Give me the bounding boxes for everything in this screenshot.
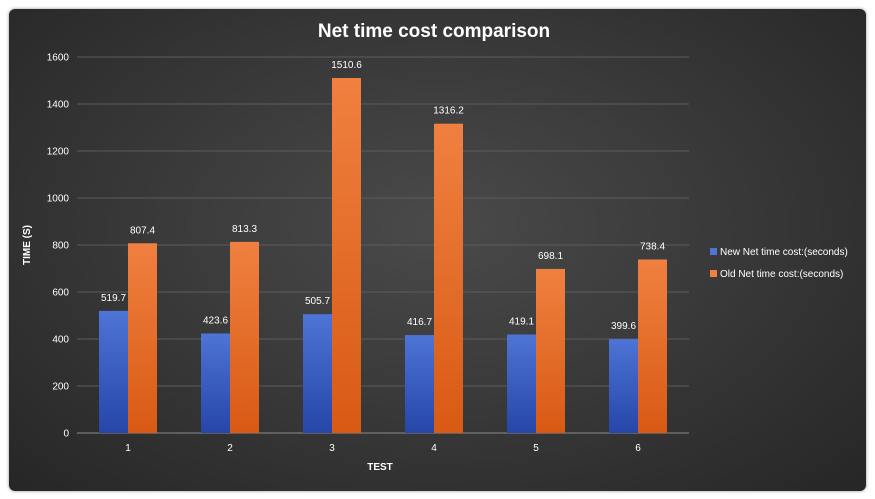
data-label: 1316.2 [433,106,464,117]
data-label: 419.1 [509,317,534,328]
x-tick-label: 4 [431,443,437,454]
data-label: 813.3 [232,224,257,235]
x-tick-label: 2 [227,443,233,454]
legend-swatch [710,248,717,255]
chart-frame: 0 200 400 600 800 1000 1200 1400 1600 519.7 807.4… [9,9,866,491]
legend: New Net time cost:(seconds) Old Net time … [710,247,848,280]
y-tick-label: 1600 [47,53,70,64]
legend-swatch [710,270,717,277]
y-tick-label: 1000 [47,194,70,205]
legend-label: Old Net time cost:(seconds) [720,269,843,280]
bar-old-net-time [128,243,157,433]
x-tick-label: 5 [533,443,539,454]
x-tick-label: 6 [635,443,641,454]
data-label: 698.1 [538,251,563,262]
data-label: 1510.6 [331,60,362,71]
bar-new-net-time [609,339,638,433]
bar-new-net-time [405,335,434,433]
data-label: 423.6 [203,315,228,326]
bar-new-net-time [303,314,332,433]
gridlines: 0 200 400 600 800 1000 1200 1400 1600 [47,53,689,440]
y-axis-title: TIME (S) [22,225,33,265]
data-label: 738.4 [640,241,665,252]
data-labels: 519.7 807.4 1 423.6 813.3 2 505.7 1510.6 3 416.7 1… [101,60,665,454]
y-tick-label: 400 [52,335,69,346]
data-label: 807.4 [130,225,155,236]
bar-old-net-time [434,123,463,434]
data-label: 416.7 [407,317,432,328]
bar-new-net-time [201,333,230,433]
data-label: 399.6 [611,321,636,332]
chart-title: Net time cost comparison [318,21,550,42]
bar-new-net-time [99,310,128,433]
data-label: 519.7 [101,293,126,304]
bar-old-net-time [230,241,259,433]
data-label: 505.7 [305,296,330,307]
bar-old-net-time [638,259,667,433]
y-tick-label: 0 [63,429,69,440]
y-tick-label: 200 [52,382,69,393]
bar-old-net-time [332,78,361,433]
y-tick-label: 600 [52,288,69,299]
x-axis-title: TEST [367,462,393,473]
bar-old-net-time [536,268,565,433]
bar-new-net-time [507,334,536,433]
y-tick-label: 1400 [47,100,70,111]
y-tick-label: 1200 [47,147,70,158]
bar-chart: 0 200 400 600 800 1000 1200 1400 1600 519.7 807.4… [22,21,848,473]
x-tick-label: 1 [125,443,131,454]
bars [99,78,667,434]
legend-label: New Net time cost:(seconds) [720,247,848,258]
x-tick-label: 3 [329,443,335,454]
y-tick-label: 800 [52,241,69,252]
